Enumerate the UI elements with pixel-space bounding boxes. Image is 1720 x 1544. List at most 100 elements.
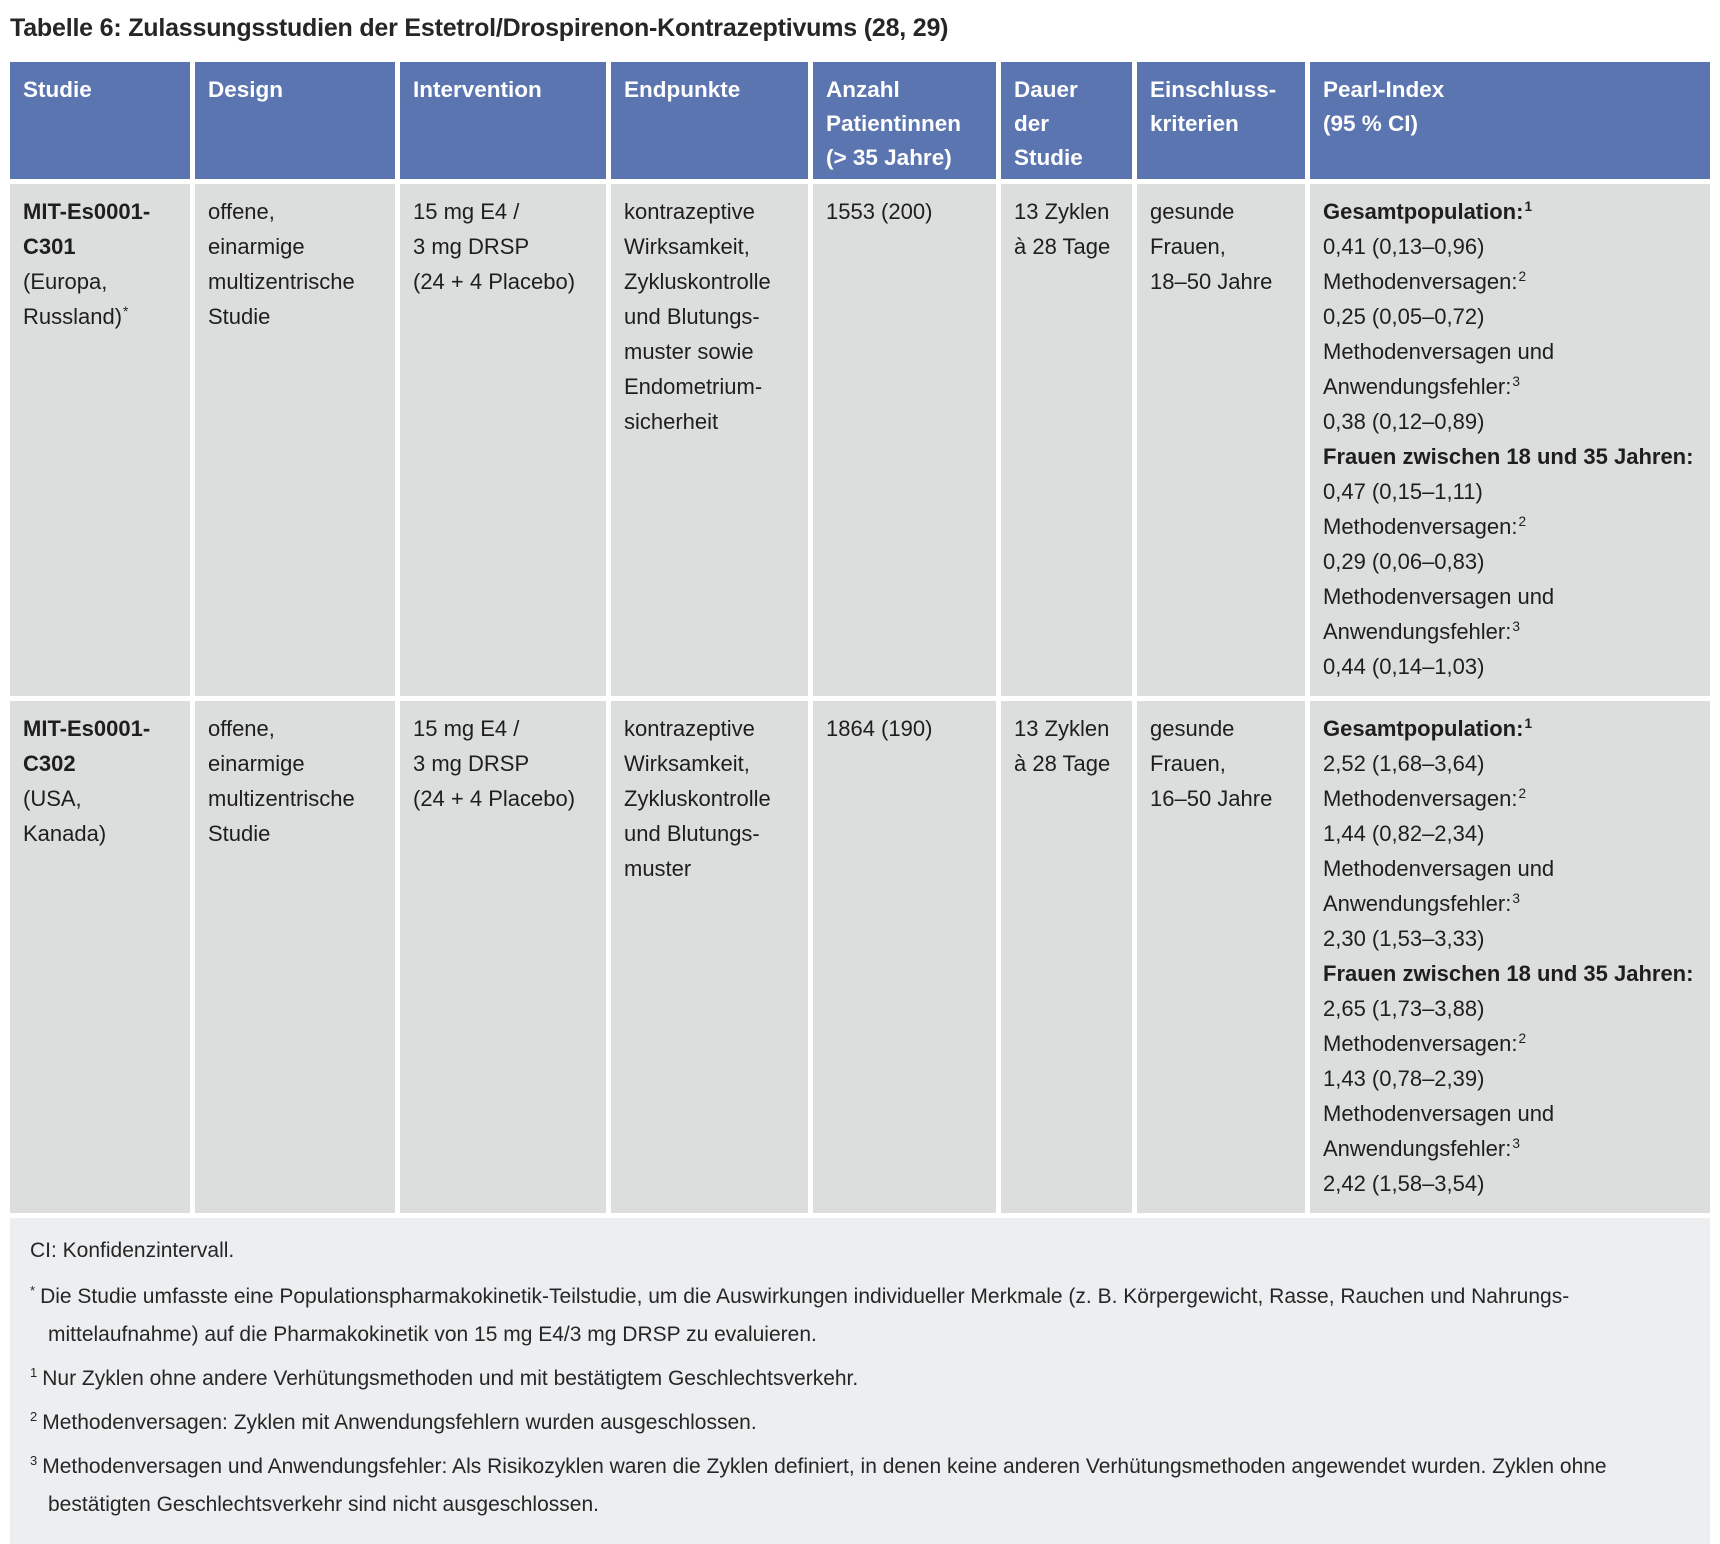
cell-line: Kanada) <box>23 821 107 846</box>
cell-line: Zykluskontrolle <box>624 786 771 811</box>
footnote-marker: 1 <box>1524 715 1533 731</box>
cell-line: Methodenversagen und <box>1323 1101 1555 1126</box>
cell-line: Gesamtpopulation:1 <box>1323 715 1533 741</box>
row1-cell-einschluss: gesunde Frauen, 18–50 Jahre <box>1137 184 1305 696</box>
footnote-line: 3 Methodenversagen und Anwendungsfehler: … <box>30 1453 1607 1478</box>
cell-line: gesunde <box>1150 716 1235 741</box>
cell-line: 0,44 (0,14–1,03) <box>1323 654 1485 679</box>
cell-line: und Blutungs- <box>624 821 760 846</box>
header-design: Design <box>195 62 395 179</box>
footnote-2: 2 Methodenversagen: Zyklen mit Anwendungs… <box>30 1404 1688 1442</box>
cell-line: 18–50 Jahre <box>1150 269 1273 294</box>
header-intervention: Intervention <box>400 62 606 179</box>
cell-line: 1864 (190) <box>826 716 933 741</box>
footnote-marker: 3 <box>1512 373 1520 389</box>
cell-line: Studie <box>23 77 92 102</box>
footnote-line: 2 Methodenversagen: Zyklen mit Anwendungs… <box>30 1409 757 1434</box>
table-footnotes: CI: Konfidenzintervall. * Die Studie umfa… <box>10 1218 1710 1544</box>
cell-line: 3 mg DRSP <box>413 234 530 259</box>
cell-line: Design <box>208 77 284 102</box>
cell-line: C301 <box>23 234 76 259</box>
cell-line: 1,43 (0,78–2,39) <box>1323 1066 1485 1091</box>
footnote-marker: 2 <box>30 1409 38 1424</box>
header-dauer: Dauer der Studie <box>1001 62 1132 179</box>
cell-line: Methodenversagen:2 <box>1323 268 1527 294</box>
abbreviation-line: CI: Konfidenzintervall. <box>30 1239 235 1262</box>
cell-line: Methodenversagen:2 <box>1323 1030 1527 1056</box>
cell-line: 0,25 (0,05–0,72) <box>1323 304 1485 329</box>
cell-line: MIT-Es0001- <box>23 716 151 741</box>
cell-line: Anzahl <box>826 77 900 102</box>
cell-line: Studie <box>1014 145 1083 170</box>
header-anzahl: Anzahl Patientinnen (> 35 Jahre) <box>813 62 996 179</box>
cell-line: Frauen zwischen 18 und 35 Jahren: <box>1323 444 1694 469</box>
cell-line: Zykluskontrolle <box>624 269 771 294</box>
cell-line: Methodenversagen und <box>1323 339 1555 364</box>
header-studie: Studie <box>10 62 190 179</box>
cell-line: Wirksamkeit, <box>624 234 750 259</box>
row2-cell-einschluss: gesunde Frauen, 16–50 Jahre <box>1137 701 1305 1213</box>
cell-line: C302 <box>23 751 76 776</box>
row1-cell-anzahl: 1553 (200) <box>813 184 996 696</box>
header-einschluss: Einschluss-kriterien <box>1137 62 1305 179</box>
footnote-line: bestätigten Geschlechtsverkehr sind nich… <box>48 1493 599 1516</box>
table-title: Tabelle 6: Zulassungsstudien der Estetro… <box>10 14 949 42</box>
row1-cell-endpunkte: kontrazeptive Wirksamkeit, Zykluskontrolle… <box>611 184 808 696</box>
cell-line: Dauer <box>1014 77 1078 102</box>
cell-line: offene, <box>208 199 275 224</box>
footnote-1: 1 Nur Zyklen ohne andere Verhütungsmethod… <box>30 1360 1688 1398</box>
cell-line: 2,65 (1,73–3,88) <box>1323 996 1485 1021</box>
cell-line: (> 35 Jahre) <box>826 145 952 170</box>
cell-line: 2,42 (1,58–3,54) <box>1323 1171 1485 1196</box>
cell-line: Methodenversagen und <box>1323 856 1555 881</box>
row1-cell-intervention: 15 mg E4 / 3 mg DRSP (24 + 4 Placebo) <box>400 184 606 696</box>
cell-line: Einschluss- <box>1150 77 1277 102</box>
cell-line: Endpunkte <box>624 77 741 102</box>
cell-line: 1,44 (0,82–2,34) <box>1323 821 1485 846</box>
cell-line: MIT-Es0001- <box>23 199 151 224</box>
cell-line: Russland)* <box>23 303 129 329</box>
cell-line: Anwendungsfehler:3 <box>1323 618 1520 644</box>
cell-line: Methodenversagen:2 <box>1323 513 1527 539</box>
footnote-marker: 2 <box>1518 785 1527 801</box>
footnote-*: * Die Studie umfasste eine Populationspha… <box>30 1278 1688 1354</box>
cell-line: 13 Zyklen <box>1014 716 1110 741</box>
cell-line: Frauen, <box>1150 234 1226 259</box>
row1-cell-pearl: Gesamtpopulation:1 0,41 (0,13–0,96) Method… <box>1310 184 1710 696</box>
cell-line: sicherheit <box>624 409 719 434</box>
row2-cell-intervention: 15 mg E4 / 3 mg DRSP (24 + 4 Placebo) <box>400 701 606 1213</box>
cell-line: Wirksamkeit, <box>624 751 750 776</box>
cell-line: 0,29 (0,06–0,83) <box>1323 549 1485 574</box>
cell-line: (USA, <box>23 786 82 811</box>
cell-line: muster sowie <box>624 339 754 364</box>
row2-cell-anzahl: 1864 (190) <box>813 701 996 1213</box>
cell-line: Gesamtpopulation:1 <box>1323 198 1533 224</box>
footnote-line: mittelaufnahme) auf die Pharmakokinetik … <box>48 1323 817 1346</box>
cell-line: (Europa, <box>23 269 108 294</box>
cell-line: gesunde <box>1150 199 1235 224</box>
study-table: Studie Design Intervention Endpunkte Anzahl P… <box>10 62 1710 1213</box>
footnote-marker: 3 <box>30 1453 38 1468</box>
row1-cell-design: offene, einarmige multizentrische Studie <box>195 184 395 696</box>
cell-line: Anwendungsfehler:3 <box>1323 373 1520 399</box>
cell-line: Frauen, <box>1150 751 1226 776</box>
footnote-marker: 3 <box>1512 1135 1520 1151</box>
cell-line: multizentrische <box>208 786 355 811</box>
cell-line: und Blutungs- <box>624 304 760 329</box>
cell-line: Intervention <box>413 77 542 102</box>
cell-line: (24 + 4 Placebo) <box>413 786 576 811</box>
footnote-marker: 3 <box>1512 618 1520 634</box>
cell-line: 0,47 (0,15–1,11) <box>1323 479 1483 504</box>
cell-line: 15 mg E4 / <box>413 199 520 224</box>
cell-line: 0,38 (0,12–0,89) <box>1323 409 1485 434</box>
cell-line: (95 % CI) <box>1323 111 1419 136</box>
cell-line: einarmige <box>208 234 305 259</box>
cell-line: Studie <box>208 304 271 329</box>
cell-line: Endometrium- <box>624 374 763 399</box>
cell-line: Anwendungsfehler:3 <box>1323 1135 1520 1161</box>
cell-line: à 28 Tage <box>1014 234 1111 259</box>
cell-line: kontrazeptive <box>624 199 755 224</box>
footnote-marker: 2 <box>1518 268 1527 284</box>
footnote-marker: 2 <box>1518 1030 1527 1046</box>
row2-cell-studie: MIT-Es0001- C302 (USA, Kanada) <box>10 701 190 1213</box>
